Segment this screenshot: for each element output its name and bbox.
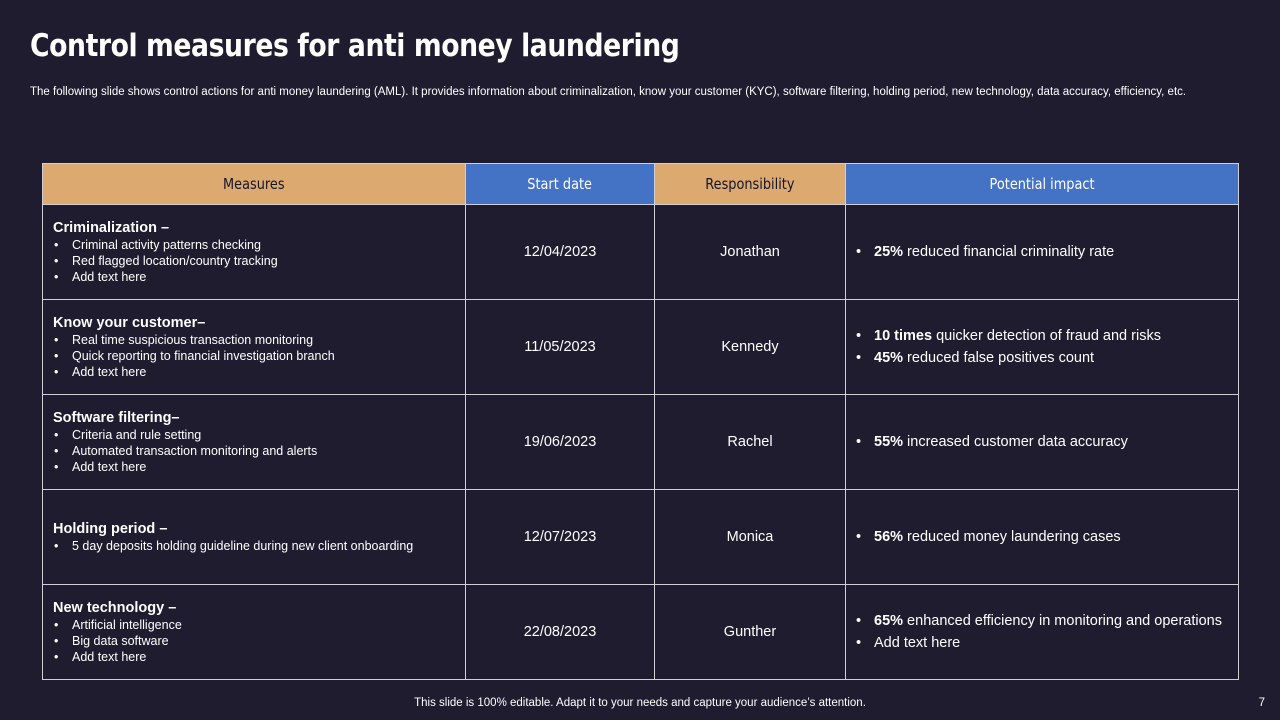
header-potential-impact: Potential impact <box>845 163 1239 205</box>
impact-item: 10 times quicker detection of fraud and … <box>856 325 1228 347</box>
measure-title: Know your customer– <box>53 315 206 331</box>
impact-value: 55% <box>874 434 904 450</box>
impact-items: 56% reduced money laundering cases <box>856 526 1228 548</box>
slide-subtitle: The following slide shows control action… <box>30 86 1187 98</box>
measure-item: 5 day deposits holding guideline during … <box>53 538 455 554</box>
responsibility-cell: Kennedy <box>654 299 846 395</box>
measure-cell: Criminalization –Criminal activity patte… <box>42 204 466 300</box>
responsibility-cell: Jonathan <box>654 204 846 300</box>
impact-value: 10 times <box>874 328 933 344</box>
impact-value: 45% <box>874 350 904 366</box>
impact-cell: 56% reduced money laundering cases <box>845 489 1239 585</box>
table-row: New technology –Artificial intelligenceB… <box>42 584 1239 680</box>
impact-items: 65% enhanced efficiency in monitoring an… <box>856 610 1228 654</box>
footer-note: This slide is 100% editable. Adapt it to… <box>414 697 866 709</box>
impact-item: 65% enhanced efficiency in monitoring an… <box>856 610 1228 632</box>
measure-cell: Holding period –5 day deposits holding g… <box>42 489 466 585</box>
measure-item: Criminal activity patterns checking <box>53 237 455 253</box>
impact-cell: 65% enhanced efficiency in monitoring an… <box>845 584 1239 680</box>
impact-item: 45% reduced false positives count <box>856 347 1228 369</box>
measure-item: Big data software <box>53 633 455 649</box>
table-header-row: Measures Start date Responsibility Poten… <box>42 163 1239 205</box>
impact-value: 65% <box>874 613 904 629</box>
table-row: Criminalization –Criminal activity patte… <box>42 204 1239 300</box>
impact-cell: 10 times quicker detection of fraud and … <box>845 299 1239 395</box>
measure-item: Add text here <box>53 649 455 665</box>
impact-cell: 55% increased customer data accuracy <box>845 394 1239 490</box>
header-responsibility: Responsibility <box>654 163 846 205</box>
responsibility-cell: Rachel <box>654 394 846 490</box>
measure-title: Holding period – <box>53 521 168 537</box>
impact-item: 55% increased customer data accuracy <box>856 431 1228 453</box>
header-start-date: Start date <box>465 163 655 205</box>
start-date-cell: 22/08/2023 <box>465 584 655 680</box>
measure-cell: Software filtering–Criteria and rule set… <box>42 394 466 490</box>
impact-items: 25% reduced financial criminality rate <box>856 241 1228 263</box>
measure-items: Criminal activity patterns checkingRed f… <box>53 237 455 285</box>
measure-item: Add text here <box>53 459 455 475</box>
responsibility-cell: Monica <box>654 489 846 585</box>
impact-item: 25% reduced financial criminality rate <box>856 241 1228 263</box>
start-date-cell: 12/07/2023 <box>465 489 655 585</box>
measure-item: Quick reporting to financial investigati… <box>53 348 455 364</box>
measure-item: Red flagged location/country tracking <box>53 253 455 269</box>
start-date-cell: 12/04/2023 <box>465 204 655 300</box>
table-row: Holding period –5 day deposits holding g… <box>42 489 1239 585</box>
impact-text: enhanced efficiency in monitoring and op… <box>903 613 1222 629</box>
slide-title: Control measures for anti money launderi… <box>30 28 680 64</box>
header-measures: Measures <box>42 163 466 205</box>
page-number: 7 <box>1258 697 1265 709</box>
impact-text: Add text here <box>874 635 961 651</box>
impact-items: 55% increased customer data accuracy <box>856 431 1228 453</box>
impact-items: 10 times quicker detection of fraud and … <box>856 325 1228 369</box>
impact-text: reduced false positives count <box>903 350 1095 366</box>
impact-text: reduced financial criminality rate <box>903 244 1115 260</box>
impact-value: 25% <box>874 244 904 260</box>
start-date-cell: 11/05/2023 <box>465 299 655 395</box>
measure-cell: New technology –Artificial intelligenceB… <box>42 584 466 680</box>
impact-text: reduced money laundering cases <box>903 529 1121 545</box>
impact-item: 56% reduced money laundering cases <box>856 526 1228 548</box>
measure-cell: Know your customer–Real time suspicious … <box>42 299 466 395</box>
measure-item: Real time suspicious transaction monitor… <box>53 332 455 348</box>
measure-title: Software filtering– <box>53 410 180 426</box>
measure-items: Criteria and rule settingAutomated trans… <box>53 427 455 475</box>
impact-text: quicker detection of fraud and risks <box>932 328 1161 344</box>
measure-title: Criminalization – <box>53 220 170 236</box>
measure-items: Real time suspicious transaction monitor… <box>53 332 455 380</box>
measure-item: Add text here <box>53 269 455 285</box>
measure-item: Criteria and rule setting <box>53 427 455 443</box>
measure-items: 5 day deposits holding guideline during … <box>53 538 455 554</box>
impact-item: Add text here <box>856 632 1228 654</box>
impact-cell: 25% reduced financial criminality rate <box>845 204 1239 300</box>
start-date-cell: 19/06/2023 <box>465 394 655 490</box>
control-measures-table: Measures Start date Responsibility Poten… <box>42 163 1239 680</box>
measure-item: Automated transaction monitoring and ale… <box>53 443 455 459</box>
responsibility-cell: Gunther <box>654 584 846 680</box>
table-row: Software filtering–Criteria and rule set… <box>42 394 1239 490</box>
measure-item: Add text here <box>53 364 455 380</box>
measure-item: Artificial intelligence <box>53 617 455 633</box>
measure-items: Artificial intelligenceBig data software… <box>53 617 455 665</box>
impact-text: increased customer data accuracy <box>903 434 1128 450</box>
table-row: Know your customer–Real time suspicious … <box>42 299 1239 395</box>
impact-value: 56% <box>874 529 904 545</box>
measure-title: New technology – <box>53 600 177 616</box>
